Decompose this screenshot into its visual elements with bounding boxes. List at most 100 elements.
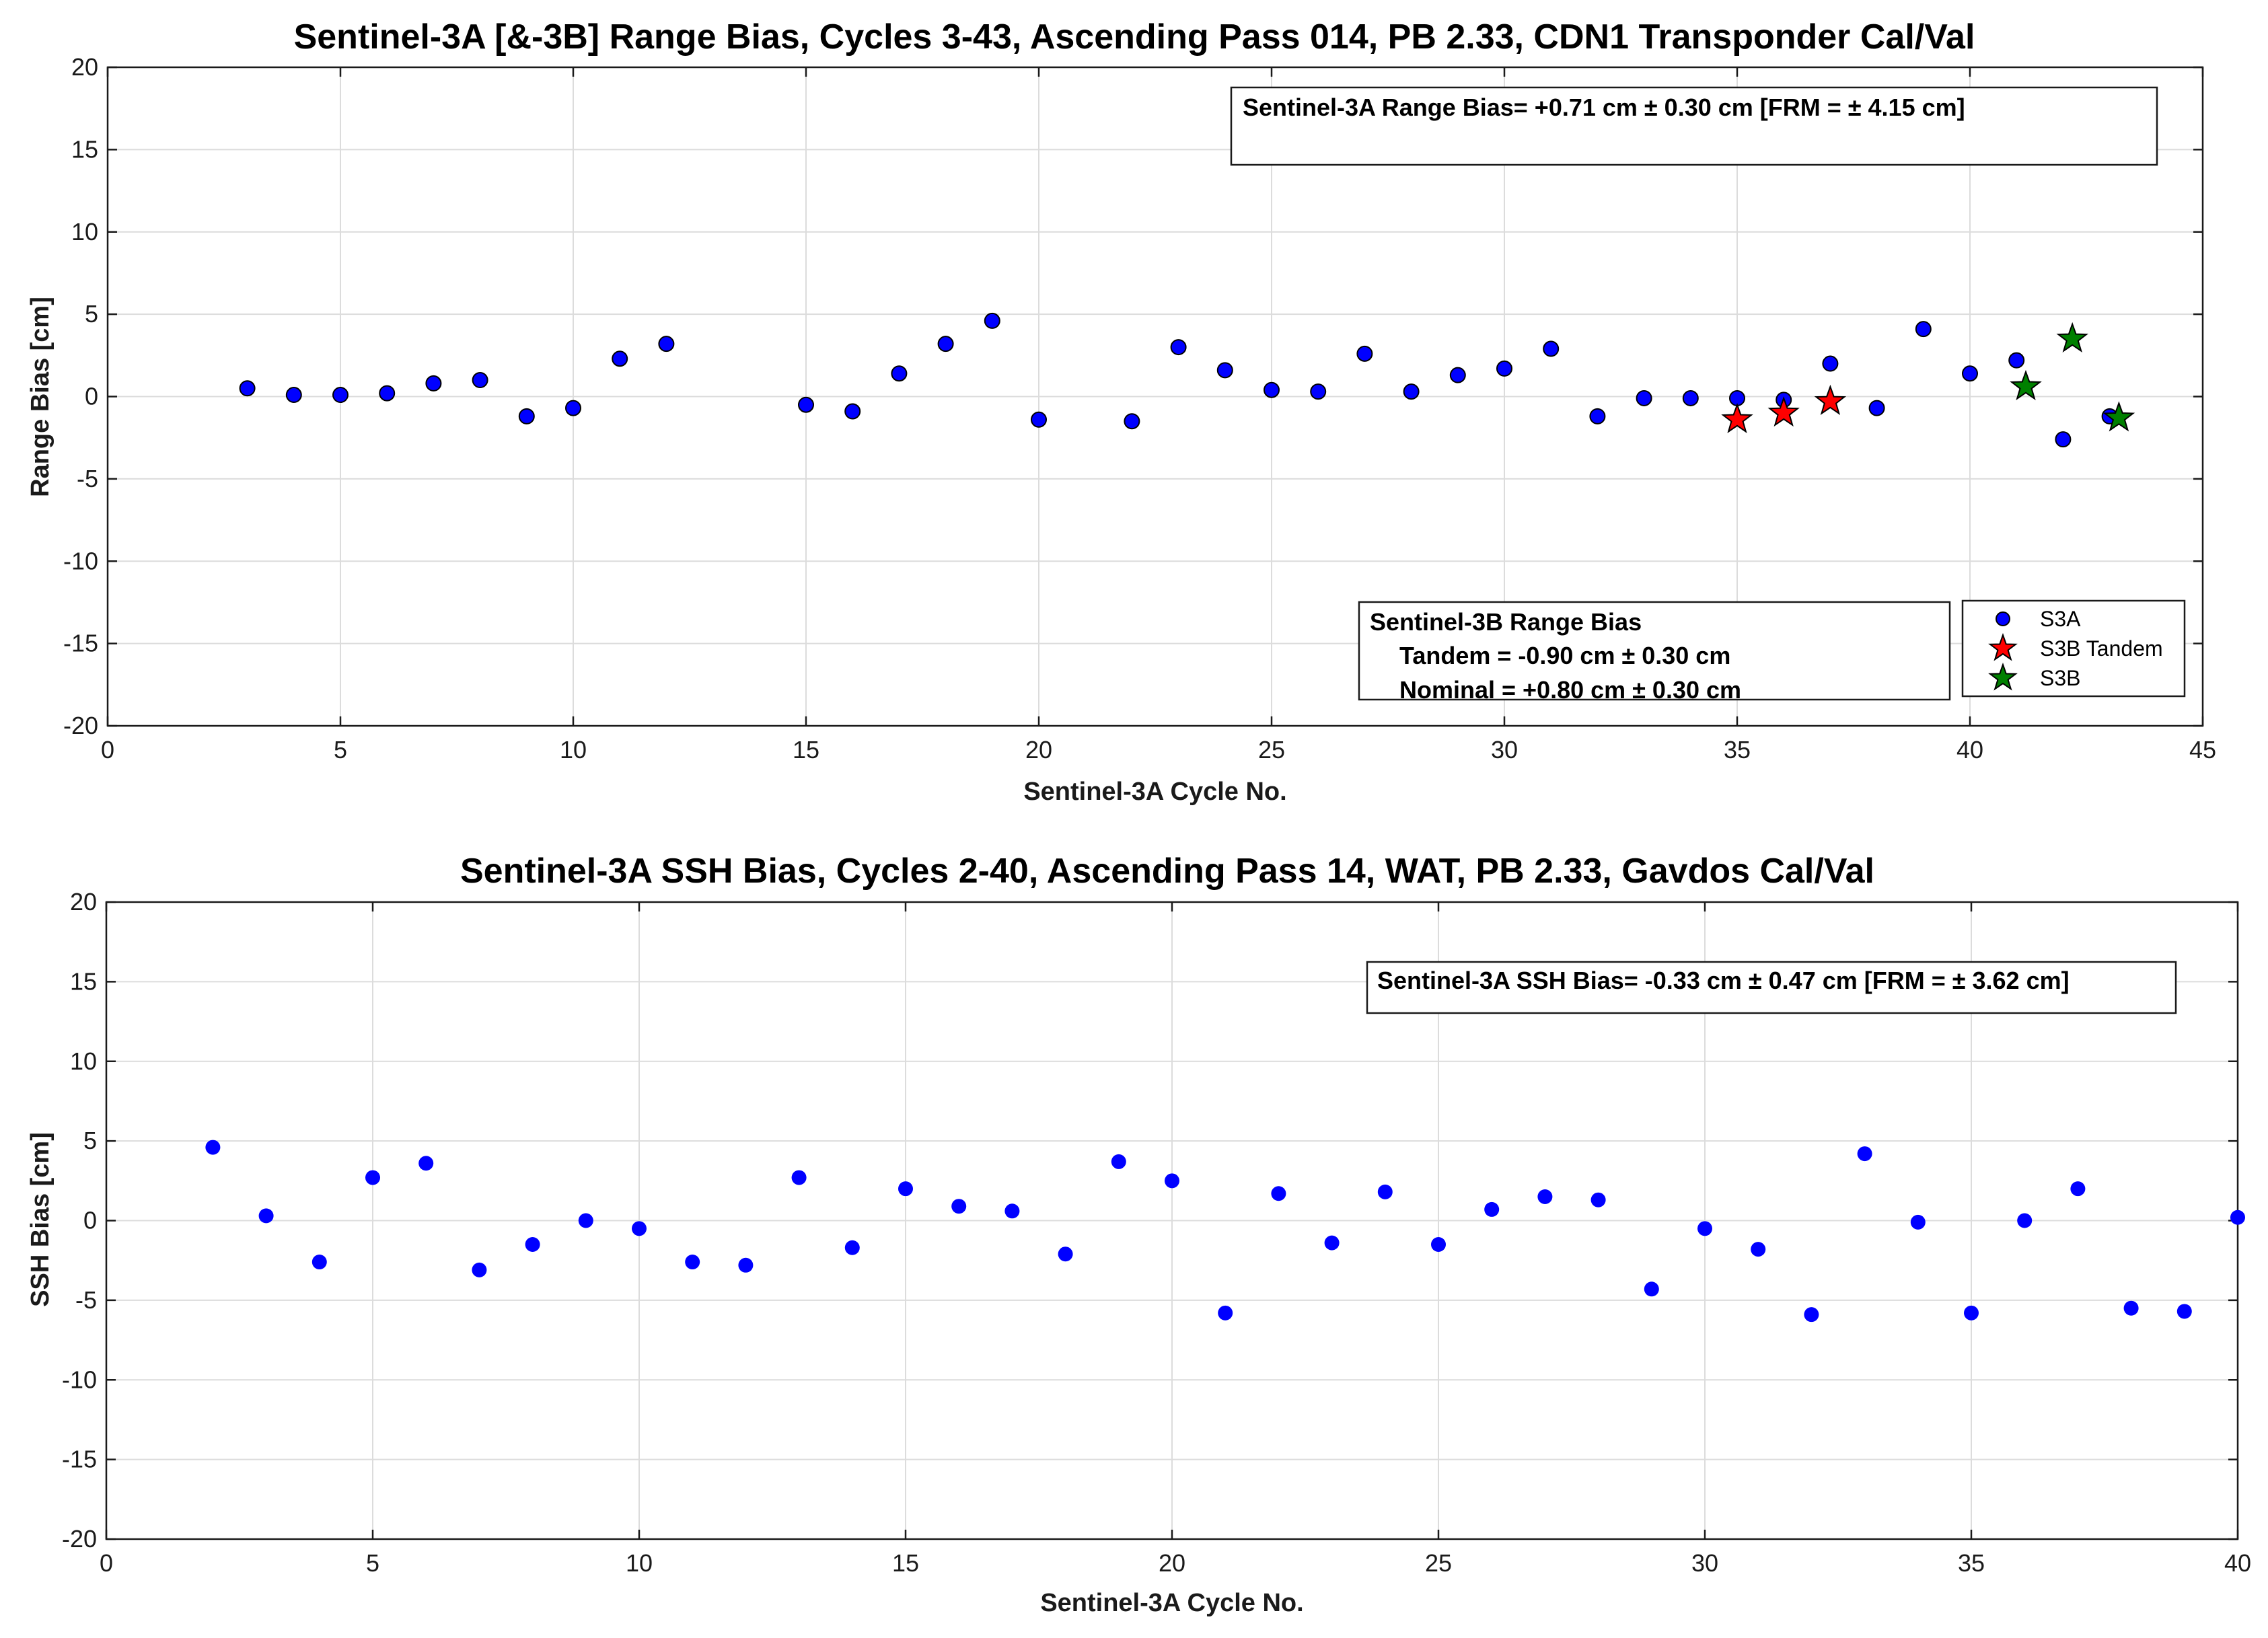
legend-marker-s3a [1996, 611, 2010, 626]
range-bias-point-s3a [1031, 411, 1047, 428]
range-bias-ytick-label: 20 [71, 53, 98, 81]
ssh-bias-point-ssh-bias [1644, 1281, 1659, 1297]
ssh-bias-xtick-label: 25 [1425, 1549, 1452, 1577]
range-bias-point-s3a [1822, 355, 1839, 372]
s3b-range-bias-box: Sentinel-3B Range Bias Tandem = -0.90 cm… [1358, 601, 1951, 704]
ssh-bias-point-ssh-bias [738, 1257, 754, 1273]
range-bias-point-s3a [1543, 340, 1560, 357]
ssh-bias-point-ssh-bias [418, 1156, 434, 1171]
ssh-bias-ytick-label: 15 [70, 967, 97, 995]
ssh-bias-point-ssh-bias [2123, 1300, 2139, 1316]
range-bias-xtick-label: 45 [2189, 736, 2216, 764]
range-bias-xtick-label: 40 [1956, 736, 1983, 764]
range-bias-point-s3b [2056, 322, 2089, 353]
ssh-bias-point-ssh-bias [2176, 1304, 2192, 1319]
range-bias-chart-title: Sentinel-3A [&-3B] Range Bias, Cycles 3-… [294, 17, 1975, 57]
ssh-bias-point-ssh-bias [365, 1170, 380, 1185]
range-bias-point-s3a [1636, 389, 1652, 406]
ssh-bias-ytick-label: 5 [83, 1127, 97, 1154]
ssh-bias-xtick-label: 10 [626, 1549, 653, 1577]
range-bias-ytick-label: -10 [63, 547, 98, 574]
legend-label: S3B [2040, 666, 2080, 690]
range-bias-point-s3a [565, 400, 581, 416]
ssh-bias-xtick-label: 0 [100, 1549, 113, 1577]
ssh-bias-ytick-label: -20 [62, 1525, 97, 1553]
range-bias-xtick-label: 15 [793, 736, 819, 764]
range-bias-xtick-label: 10 [560, 736, 587, 764]
range-bias-ytick-label: 10 [71, 218, 98, 246]
range-bias-point-s3a [1124, 413, 1140, 430]
range-bias-ytick-label: 5 [85, 300, 98, 328]
range-bias-axes-frame [106, 66, 2204, 727]
ssh-bias-point-ssh-bias [1377, 1184, 1393, 1199]
ssh-bias-point-ssh-bias [844, 1240, 860, 1255]
s3b-info-nominal: Nominal = +0.80 cm ± 0.30 cm [1399, 676, 1741, 704]
range-bias-point-s3b [2010, 369, 2042, 401]
range-bias-point-s3b [2102, 401, 2135, 432]
ssh-bias-ytick-label: -5 [75, 1286, 97, 1314]
range-bias-xtick-label: 30 [1491, 736, 1518, 764]
range-bias-point-s3a [1264, 381, 1280, 398]
ssh-bias-summary-box: Sentinel-3A SSH Bias= -0.33 cm ± 0.47 cm… [1366, 961, 2177, 1014]
range-bias-ytick-label: 15 [71, 135, 98, 163]
range-bias-xtick-label: 0 [101, 736, 114, 764]
ssh-bias-point-ssh-bias [1165, 1173, 1179, 1189]
ssh-bias-point-ssh-bias [258, 1208, 274, 1224]
range-bias-ytick-label: 0 [85, 383, 98, 410]
range-bias-point-s3a [379, 385, 396, 402]
ssh-bias-xtick-label: 5 [366, 1549, 379, 1577]
ssh-bias-point-ssh-bias [578, 1213, 593, 1228]
ssh-bias-point-ssh-bias [1058, 1246, 1073, 1262]
ssh-bias-ytick-label: 20 [70, 888, 97, 916]
range-bias-point-s3a [612, 350, 628, 367]
ssh-bias-point-ssh-bias [1431, 1237, 1446, 1253]
range-bias-point-s3a [1449, 367, 1466, 383]
legend-marker-s3b-tandem [1988, 632, 2018, 661]
range-bias-point-s3a [1170, 339, 1187, 356]
range-bias-point-s3a [937, 336, 954, 352]
ssh-bias-point-ssh-bias [791, 1170, 807, 1185]
range-bias-point-s3b-tandem [1814, 384, 1847, 415]
range-bias-point-s3a [1496, 360, 1512, 377]
ssh-bias-point-ssh-bias [472, 1262, 487, 1277]
ssh-bias-point-ssh-bias [1697, 1221, 1712, 1236]
range-bias-point-s3a [658, 336, 675, 352]
range-bias-xtick-label: 35 [1724, 736, 1751, 764]
legend-label: S3B Tandem [2040, 636, 2163, 661]
ssh-bias-xtick-label: 30 [1691, 1549, 1718, 1577]
ssh-bias-xtick-label: 20 [1159, 1549, 1185, 1577]
range-bias-ticks: 0 5 10 15 20 25 30 35 40 45 20 15 10 5 0 -5 -10 -15 -20 [63, 53, 2216, 764]
range-bias-ylabel: Range Bias [cm] [26, 297, 54, 497]
ssh-bias-point-ssh-bias [951, 1199, 967, 1214]
ssh-bias-xtick-label: 40 [2224, 1549, 2251, 1577]
ssh-bias-point-ssh-bias [1804, 1307, 1819, 1323]
range-bias-point-s3a [285, 387, 302, 404]
ssh-bias-point-ssh-bias [2070, 1181, 2086, 1197]
range-bias-point-s3a [2008, 352, 2025, 369]
range-bias-point-s3b-tandem [1767, 396, 1800, 427]
ssh-bias-point-ssh-bias [632, 1221, 647, 1236]
ssh-bias-ytick-label: -15 [62, 1446, 97, 1473]
s3b-info-tandem: Tandem = -0.90 cm ± 0.30 cm [1399, 642, 1730, 669]
ssh-bias-chart: Sentinel-3A SSH Bias, Cycles 2-40, Ascen… [26, 852, 2251, 1617]
range-bias-point-s3a [1682, 389, 1699, 406]
range-bias-summary-box: Sentinel-3A Range Bias= +0.71 cm ± 0.30 … [1230, 86, 2158, 166]
range-bias-point-s3a [844, 403, 861, 420]
range-bias-point-s3a [518, 408, 535, 424]
ssh-bias-xtick-label: 35 [1958, 1549, 1985, 1577]
range-bias-point-s3a [472, 372, 488, 389]
range-bias-point-s3a [1589, 408, 1606, 424]
ssh-bias-point-ssh-bias [1004, 1203, 1020, 1219]
range-bias-point-s3a [2055, 431, 2072, 448]
range-bias-legend: S3A S3B Tandem S3B [1961, 599, 2186, 698]
ssh-bias-point-ssh-bias [1537, 1189, 1553, 1204]
ssh-bias-point-ssh-bias [1218, 1305, 1233, 1320]
range-bias-point-s3a [1915, 321, 1932, 338]
ssh-bias-summary-text: Sentinel-3A SSH Bias= -0.33 cm ± 0.47 cm… [1377, 967, 2070, 994]
ssh-bias-point-ssh-bias [312, 1255, 327, 1270]
range-bias-point-s3a [1868, 400, 1885, 416]
ssh-bias-point-ssh-bias [1590, 1192, 1606, 1207]
range-bias-point-s3a [1403, 383, 1420, 400]
range-bias-chart: Sentinel-3A [&-3B] Range Bias, Cycles 3-… [26, 17, 2216, 806]
